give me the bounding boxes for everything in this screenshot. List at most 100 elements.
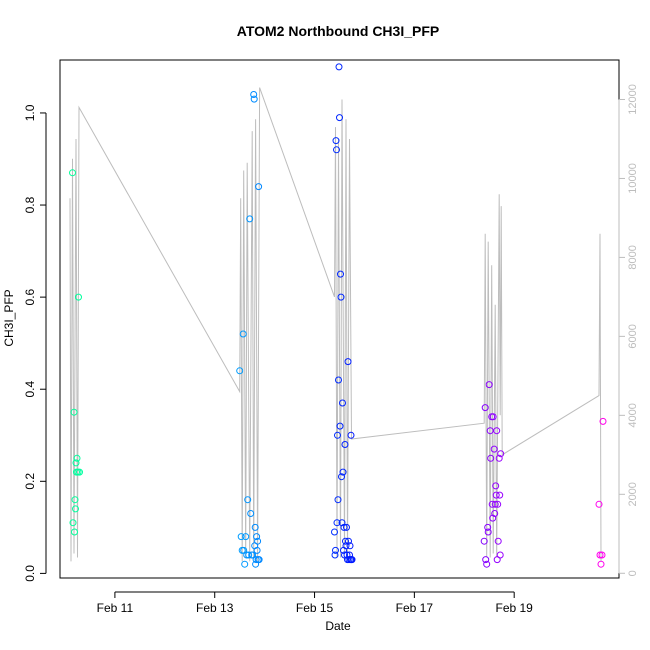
data-point [247,510,255,517]
data-point [71,496,79,504]
data-point [333,146,340,154]
data-point [343,523,350,531]
data-point [346,542,354,550]
y2-tick-label: 12000 [627,84,639,115]
data-point [338,519,346,527]
y2-tick-label: 6000 [627,324,639,348]
data-point [482,556,490,564]
y-axis: 0.0 0.2 0.4 0.6 0.8 1.0 [23,104,47,582]
data-point [347,431,355,439]
data-point [598,551,606,559]
data-point [340,523,348,531]
y2-tick-label: 10000 [627,163,639,194]
data-point [70,408,78,416]
data-point [73,454,81,462]
data-point [339,399,346,407]
data-point [245,551,253,559]
y2-tick-label: 0 [627,570,639,576]
data-point [336,422,344,430]
data-point [345,537,352,545]
altitude-layer [69,87,602,562]
x-tick-label: Feb 15 [296,601,334,615]
data-point [76,468,83,476]
x-axis: Feb 11 Feb 13 Feb 15 Feb 17 Feb 19 [97,591,533,615]
data-point [341,441,349,448]
y2-tick-label: 8000 [627,245,639,269]
data-point [491,510,499,517]
y-tick-label: 0.4 [23,381,37,398]
data-point [491,500,499,508]
data-point [75,293,82,301]
data-point [250,91,258,98]
data-point [337,270,344,278]
y-tick-label: 0.2 [23,473,37,490]
y2-axis: 0 2000 4000 6000 8000 10000 12000 [618,84,639,576]
data-point [331,528,338,536]
data-point [253,533,261,541]
data-point [252,556,260,564]
data-point [493,427,501,435]
y-tick-label: 0.0 [23,565,37,582]
data-point [335,63,343,71]
data-point [348,556,356,564]
data-point [339,468,347,476]
data-point [246,215,254,223]
data-point [237,533,245,541]
y2-tick-label: 2000 [627,482,639,506]
data-point [344,358,352,366]
y-tick-label: 1.0 [23,104,37,121]
data-point [481,404,489,412]
data-point [496,491,504,499]
y2-tick-label: 4000 [627,403,639,427]
data-point [249,551,257,559]
data-point [332,137,340,145]
data-point [492,491,500,499]
data-point [242,533,250,541]
x-axis-label: Date [325,619,351,633]
chart-title: ATOM2 Northbound CH3I_PFP [237,23,439,39]
data-point [335,376,342,384]
data-point [484,523,492,531]
y-axis-label: CH3I_PFP [2,289,16,346]
data-point [343,551,351,559]
data-point [494,537,502,545]
data-point [71,528,78,536]
points-layer [69,63,607,568]
data-point [254,537,262,545]
y-tick-label: 0.6 [23,288,37,305]
data-point [497,450,505,458]
data-point [251,523,259,531]
y-tick-label: 0.8 [23,196,37,213]
data-point [336,114,343,122]
data-point [334,496,342,504]
data-point [69,169,76,177]
data-point [484,528,492,536]
data-point [338,473,345,481]
data-point [595,500,603,508]
data-point [492,482,500,490]
data-point [241,560,249,568]
data-point [337,293,345,301]
altitude-line [69,87,602,562]
data-point [69,519,77,527]
data-point [597,560,605,568]
data-point [485,381,493,389]
data-point [480,537,488,545]
data-point [489,413,497,421]
data-point [496,551,504,559]
data-point [596,551,604,559]
data-point [255,183,263,191]
x-tick-label: Feb 17 [396,601,434,615]
x-tick-label: Feb 13 [196,601,234,615]
data-point [487,454,495,462]
data-point [72,505,79,513]
data-point [333,519,341,527]
data-point [495,454,503,462]
data-point [489,514,497,522]
data-point [239,330,247,338]
data-point [72,459,80,467]
data-point [483,560,491,568]
data-point [342,537,349,545]
data-point [253,546,261,554]
